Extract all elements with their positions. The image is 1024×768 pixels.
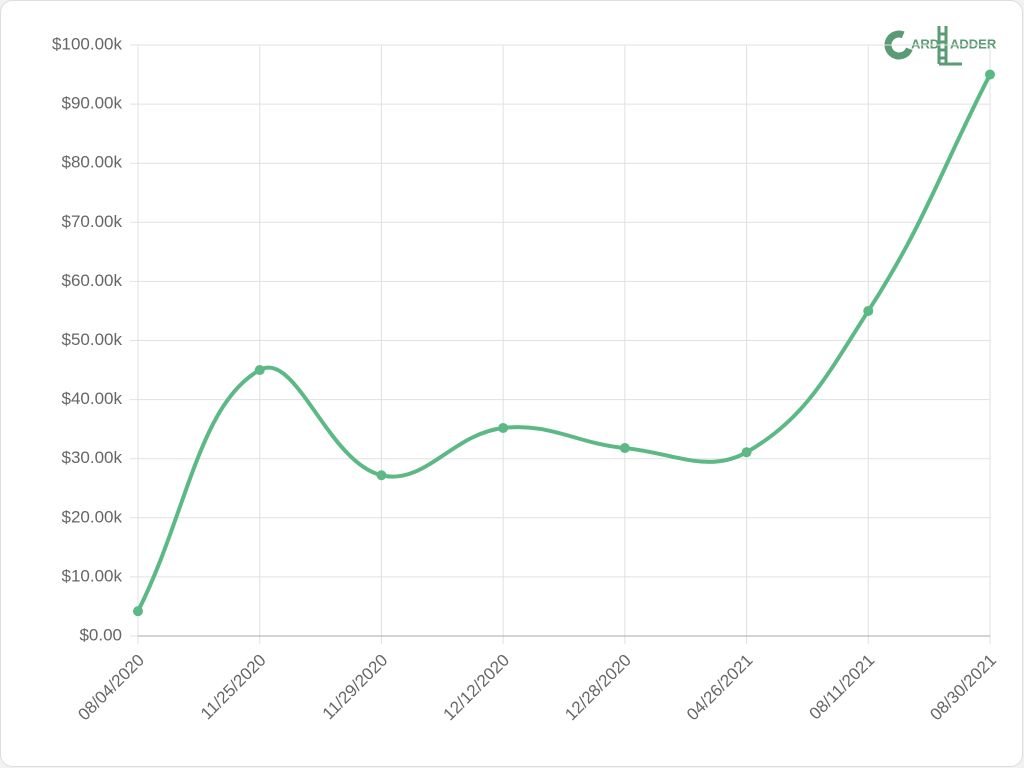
logo-text: ARD [911, 36, 939, 51]
y-tick-label: $60.00k [62, 271, 123, 290]
y-tick-label: $0.00 [79, 625, 122, 644]
point [863, 305, 874, 316]
y-tick-label: $70.00k [62, 212, 123, 231]
y-tick-label: $30.00k [62, 448, 123, 467]
point [498, 422, 509, 433]
logo-c [884, 30, 914, 60]
y-tick-label: $100.00k [52, 34, 122, 53]
y-tick-label: $20.00k [62, 507, 123, 526]
point [376, 470, 387, 481]
logo: ARD ADDER [884, 26, 997, 66]
y-tick-label: $90.00k [62, 94, 123, 113]
point [133, 606, 143, 617]
logo-text: ADDER [950, 36, 997, 51]
point [619, 443, 630, 454]
point [254, 365, 265, 376]
point [741, 447, 752, 458]
y-tick-label: $10.00k [62, 566, 123, 585]
y-tick-label: $50.00k [62, 330, 123, 349]
y-tick-label: $80.00k [62, 153, 123, 172]
point [985, 69, 995, 80]
y-tick-label: $40.00k [62, 389, 123, 408]
